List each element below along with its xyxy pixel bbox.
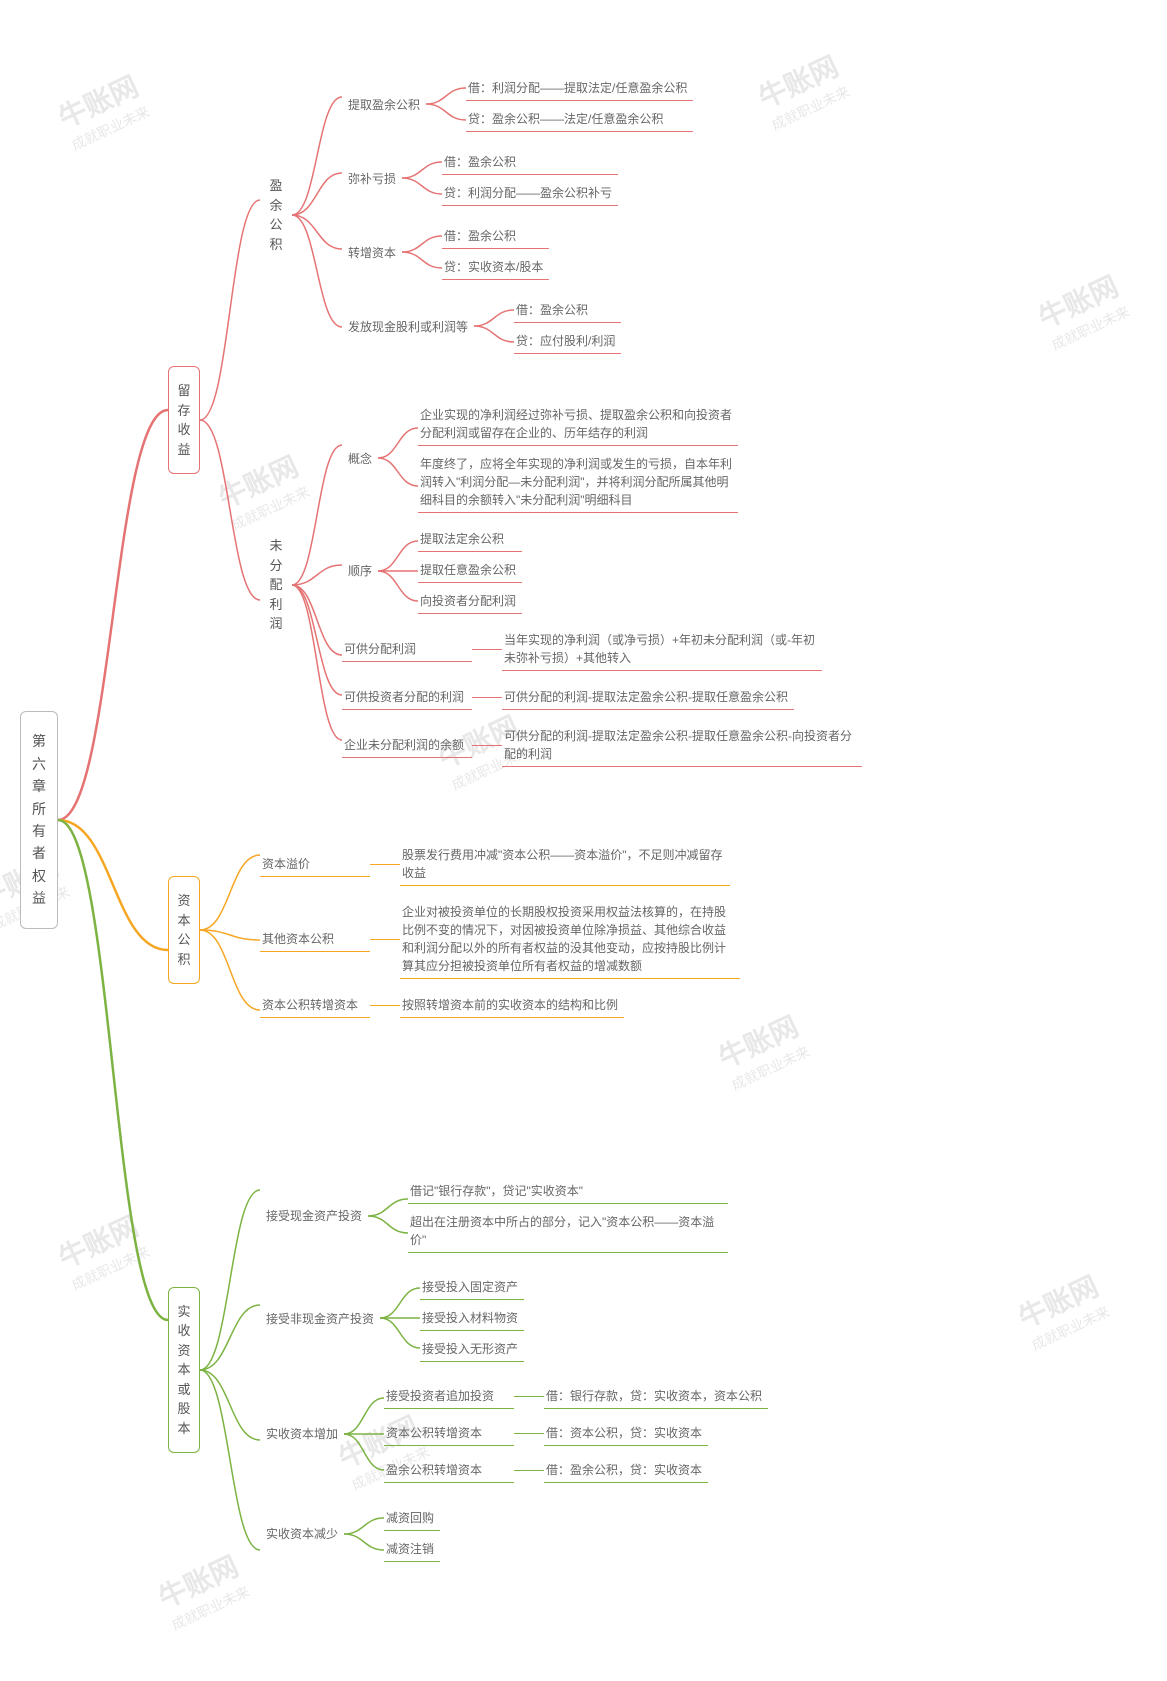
- fan: [292, 395, 342, 775]
- branch-box-capital: 资本公积: [168, 876, 200, 984]
- leaf: 贷：应付股利/利润: [514, 329, 621, 354]
- node-row: 可供分配利润 当年实现的净利润（或净亏损）+年初未分配利润（或-年初未弥补亏损）…: [342, 628, 862, 671]
- mid-label: 资本溢价: [260, 852, 370, 877]
- mid-label: 实收资本增加: [260, 1423, 344, 1444]
- leaf: 借：盈余公积: [442, 150, 618, 175]
- fan-b2: [200, 830, 260, 1030]
- leaf: 向投资者分配利润: [418, 589, 522, 614]
- mid-label: 提取盈余公积: [342, 94, 426, 115]
- leaf: 借：盈余公积，贷：实收资本: [544, 1458, 708, 1483]
- mid-label: 可供投资者分配的利润: [342, 685, 472, 710]
- mindmap-root-container: 第六章所有者权益 留存收益 盈余公积: [20, 40, 1147, 1600]
- mid-label: 概念: [342, 448, 378, 469]
- branch-box-retained: 留存收益: [168, 366, 200, 474]
- leaf: 企业实现的净利润经过弥补亏损、提取盈余公积和向投资者分配利润或留存在企业的、历年…: [418, 403, 738, 446]
- leaf: 借：利润分配——提取法定/任意盈余公积: [466, 76, 693, 101]
- branch-retained-earnings: 留存收益 盈余公积: [168, 50, 862, 790]
- leaf: 股票发行费用冲减"资本公积——资本溢价"，不足则冲减留存收益: [400, 843, 730, 886]
- leaf: 提取任意盈余公积: [418, 558, 522, 583]
- leaf: 接受投入材料物资: [420, 1306, 524, 1331]
- node-row: 资本公积转增资本 按照转增资本前的实收资本的结构和比例: [260, 993, 740, 1018]
- branch-label: 留存收益: [177, 381, 190, 459]
- leaf: 借：盈余公积: [514, 298, 621, 323]
- node-row: 实收资本减少 减资回购 减资注销: [260, 1506, 768, 1562]
- leaf: 接受投入固定资产: [420, 1275, 524, 1300]
- sub-label: 未分配利润: [260, 522, 292, 648]
- mid-label: 转增资本: [342, 242, 402, 263]
- leaf: 年度终了，应将全年实现的净利润或发生的亏损，自本年利润转入"利润分配—未分配利润…: [418, 452, 738, 513]
- node-row: 概念 企业实现的净利润经过弥补亏损、提取盈余公积和向投资者分配利润或留存在企业的…: [342, 403, 862, 513]
- root-node: 第六章所有者权益: [20, 711, 58, 928]
- leaf: 资本公积转增资本: [384, 1421, 514, 1446]
- node-row: 提取盈余公积 借：利润分配——提取法定/任意盈余公积 贷：盈余公积——法定/任意…: [342, 76, 693, 132]
- node-row: 弥补亏损 借：盈余公积 贷：利润分配——盈余公积补亏: [342, 150, 693, 206]
- branch-box-paidin: 实收资本或股本: [168, 1287, 200, 1454]
- leaf: 借记"银行存款"，贷记"实收资本": [408, 1179, 728, 1204]
- mid-label: 接受现金资产投资: [260, 1205, 368, 1226]
- mid-label: 企业未分配利润的余额: [342, 733, 472, 758]
- fan-b3: [200, 1150, 260, 1590]
- node-row: 顺序 提取法定余公积 提取任意盈余公积 向投资者分配利润: [342, 527, 862, 614]
- mid-label: 弥补亏损: [342, 168, 402, 189]
- node-undist-profit: 未分配利润 概念 企业实现的净利润经: [260, 395, 862, 775]
- node-row: 接受非现金资产投资 接受投入固定资产 接受投入材料物资 接受投入无形资产: [260, 1275, 768, 1362]
- leaf: 可供分配的利润-提取法定盈余公积-提取任意盈余公积-向投资者分配的利润: [502, 724, 862, 767]
- mid-label: 顺序: [342, 560, 378, 581]
- leaf: 贷：利润分配——盈余公积补亏: [442, 181, 618, 206]
- leaf: 借：盈余公积: [442, 224, 549, 249]
- mid-label: 实收资本减少: [260, 1523, 344, 1544]
- leaf: 借：银行存款，贷：实收资本，资本公积: [544, 1384, 768, 1409]
- node-row: 企业未分配利润的余额 可供分配的利润-提取法定盈余公积-提取任意盈余公积-向投资…: [342, 724, 862, 767]
- branch-label: 实收资本或股本: [177, 1302, 190, 1439]
- root-fan-connector: [58, 40, 168, 1600]
- branch-label: 资本公积: [177, 891, 190, 969]
- fan-b1: [200, 50, 260, 790]
- mid-label: 接受非现金资产投资: [260, 1308, 380, 1329]
- node-row: 转增资本 借：盈余公积 贷：实收资本/股本: [342, 224, 693, 280]
- leaf: 按照转增资本前的实收资本的结构和比例: [400, 993, 624, 1018]
- node-row: 实收资本增加 接受投资者追加投资 借：银行存款，贷：实收资本，资本公积 资本公积…: [260, 1384, 768, 1484]
- branch-paid-in-capital: 实收资本或股本 接受现金资产投资 借记"银行存款"，贷记"实收资本" 超出在注册…: [168, 1150, 862, 1590]
- node-row: 发放现金股利或利润等 借：盈余公积 贷：应付股利/利润: [342, 298, 693, 354]
- leaf: 贷：实收资本/股本: [442, 255, 549, 280]
- leaf: 盈余公积转增资本: [384, 1458, 514, 1483]
- node-row: 其他资本公积 企业对被投资单位的长期股权投资采用权益法核算的，在持股比例不变的情…: [260, 900, 740, 979]
- fan: [292, 65, 342, 365]
- node-row: 资本溢价 股票发行费用冲减"资本公积——资本溢价"，不足则冲减留存收益: [260, 843, 740, 886]
- leaf: 当年实现的净利润（或净亏损）+年初未分配利润（或-年初未弥补亏损）+其他转入: [502, 628, 822, 671]
- leaf: 接受投入无形资产: [420, 1337, 524, 1362]
- root-label: 第六章所有者权益: [32, 730, 46, 909]
- leaf: 提取法定余公积: [418, 527, 522, 552]
- leaf: 减资回购: [384, 1506, 440, 1531]
- leaf: 借：资本公积，贷：实收资本: [544, 1421, 708, 1446]
- leaf: 减资注销: [384, 1537, 440, 1562]
- leaf: 接受投资者追加投资: [384, 1384, 514, 1409]
- leaf: 超出在注册资本中所占的部分，记入"资本公积——资本溢价": [408, 1210, 728, 1253]
- leaf: 可供分配的利润-提取法定盈余公积-提取任意盈余公积: [502, 685, 794, 710]
- branch-capital-reserve: 资本公积 资本溢价 股票发行费用冲减"资本公积——资本溢价"，不足则冲减留存收益…: [168, 830, 862, 1030]
- mid-label: 发放现金股利或利润等: [342, 316, 474, 337]
- sub-label: 盈余公积: [260, 162, 292, 268]
- node-row: 接受现金资产投资 借记"银行存款"，贷记"实收资本" 超出在注册资本中所占的部分…: [260, 1179, 768, 1253]
- leaf: 贷：盈余公积——法定/任意盈余公积: [466, 107, 693, 132]
- mid-label: 资本公积转增资本: [260, 993, 370, 1018]
- node-surplus-reserve: 盈余公积 提取盈余公积 借：利润分配——提取法定/任意盈余公积: [260, 65, 862, 365]
- mid-label: 其他资本公积: [260, 927, 370, 952]
- node-row: 可供投资者分配的利润 可供分配的利润-提取法定盈余公积-提取任意盈余公积: [342, 685, 862, 710]
- leaf: 企业对被投资单位的长期股权投资采用权益法核算的，在持股比例不变的情况下，对因被投…: [400, 900, 740, 979]
- mid-label: 可供分配利润: [342, 637, 472, 662]
